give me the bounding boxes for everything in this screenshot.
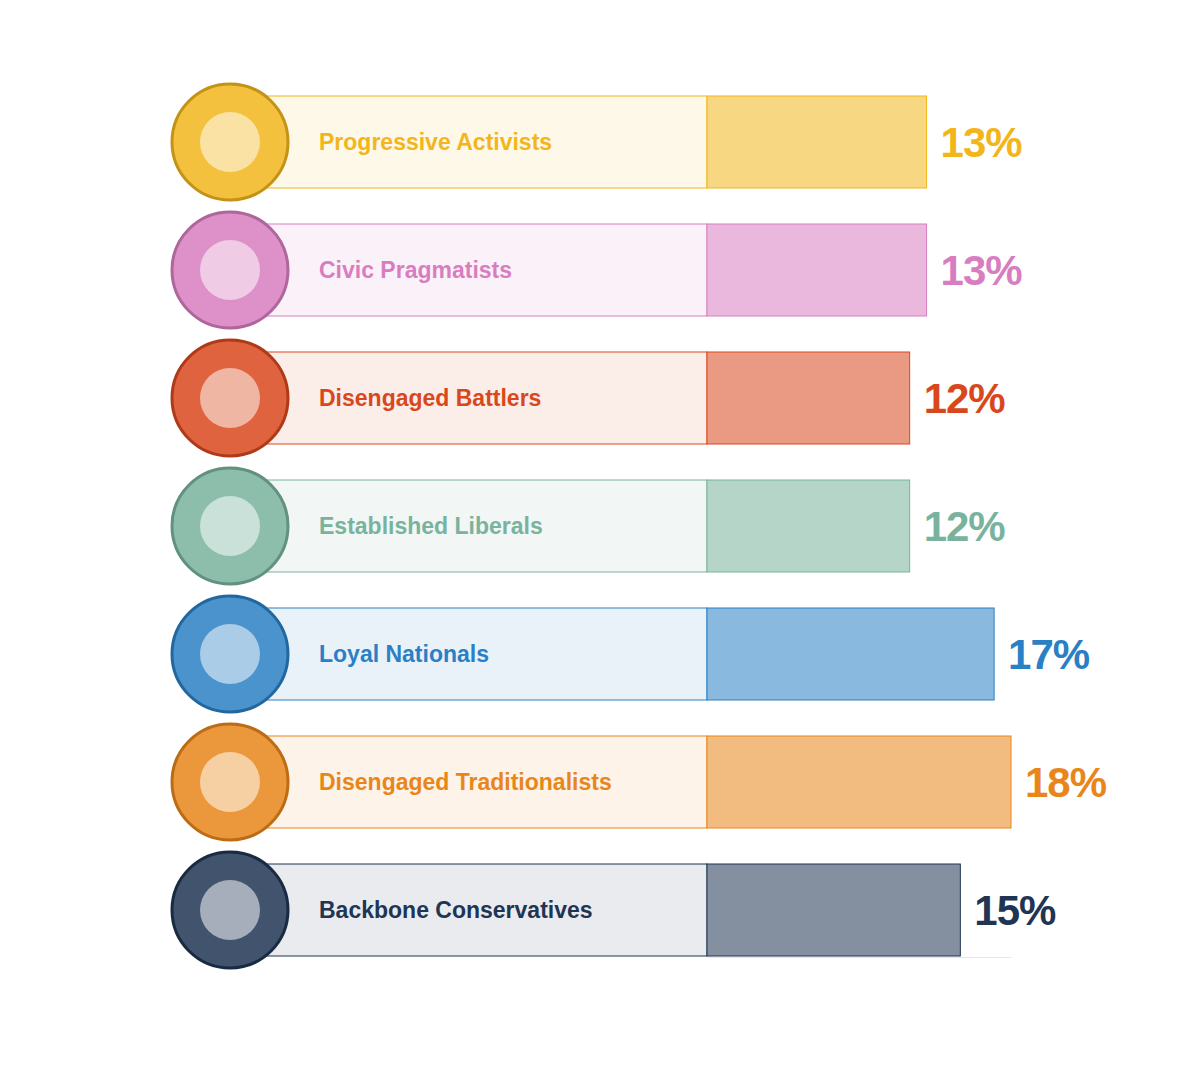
icon-inner bbox=[200, 240, 260, 300]
category-label: Disengaged Traditionalists bbox=[319, 769, 612, 795]
icon-circle bbox=[172, 596, 288, 712]
bar bbox=[707, 224, 927, 316]
data-label: 17% bbox=[1008, 631, 1090, 678]
x-axis-line bbox=[708, 957, 1012, 958]
row-band bbox=[230, 352, 707, 444]
icon-circle bbox=[172, 724, 288, 840]
category-label: Disengaged Battlers bbox=[319, 385, 541, 411]
category-label: Established Liberals bbox=[319, 513, 543, 539]
data-labels: 13% 13% 12% 12% 17% 18% 15% bbox=[924, 119, 1107, 934]
data-label: 18% bbox=[1025, 759, 1107, 806]
row-band bbox=[230, 864, 707, 956]
data-label: 12% bbox=[924, 375, 1006, 422]
data-label: 13% bbox=[941, 247, 1023, 294]
icon-inner bbox=[200, 112, 260, 172]
category-labels: Progressive Activists Civic Pragmatists Di… bbox=[319, 129, 612, 923]
category-label: Loyal Nationals bbox=[319, 641, 489, 667]
row-band bbox=[230, 224, 707, 316]
icon-inner bbox=[200, 624, 260, 684]
bar bbox=[707, 96, 927, 188]
icon-inner bbox=[200, 496, 260, 556]
data-label: 12% bbox=[924, 503, 1006, 550]
icons bbox=[172, 84, 288, 968]
category-label: Civic Pragmatists bbox=[319, 257, 512, 283]
icon-inner bbox=[200, 368, 260, 428]
icon-circle bbox=[172, 84, 288, 200]
bar bbox=[707, 736, 1011, 828]
data-label: 15% bbox=[974, 887, 1056, 934]
icon-circle bbox=[172, 468, 288, 584]
icon-circle bbox=[172, 852, 288, 968]
bar bbox=[707, 480, 910, 572]
plot-area bbox=[707, 96, 1011, 956]
row-bands bbox=[230, 96, 707, 956]
category-label: Backbone Conservatives bbox=[319, 897, 593, 923]
bar bbox=[707, 864, 960, 956]
data-label: 13% bbox=[941, 119, 1023, 166]
category-label: Progressive Activists bbox=[319, 129, 552, 155]
icon-circle bbox=[172, 212, 288, 328]
icon-circle bbox=[172, 340, 288, 456]
icon-inner bbox=[200, 880, 260, 940]
row-band bbox=[230, 736, 707, 828]
chart: Progressive Activists Civic Pragmatists Di… bbox=[0, 0, 1200, 1074]
row-band bbox=[230, 608, 707, 700]
row-band bbox=[230, 480, 707, 572]
icon-inner bbox=[200, 752, 260, 812]
x-axis bbox=[708, 957, 1012, 958]
bar bbox=[707, 352, 910, 444]
bar bbox=[707, 608, 994, 700]
row-band bbox=[230, 96, 707, 188]
